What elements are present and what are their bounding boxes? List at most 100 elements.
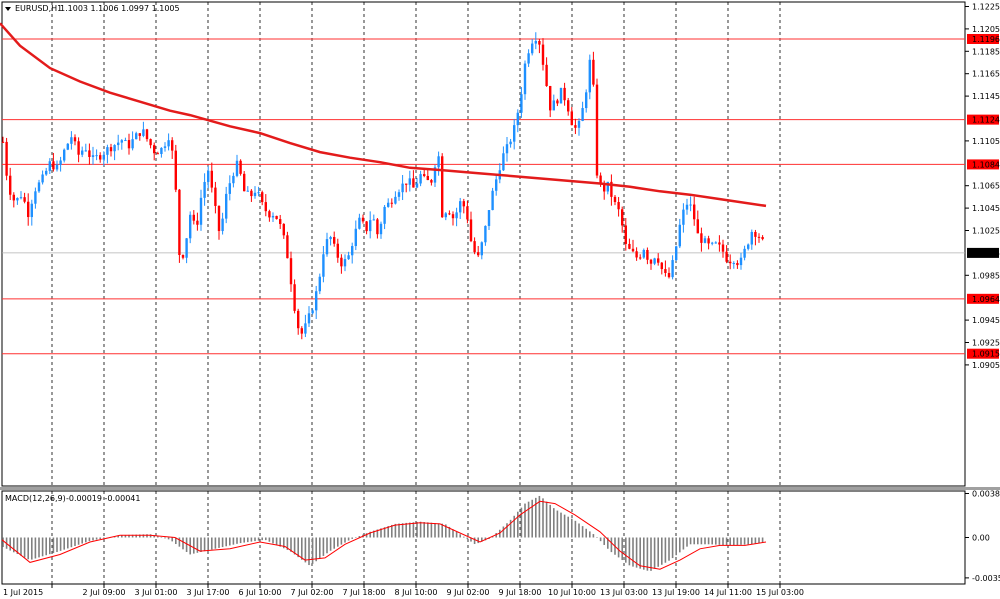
candle[interactable] — [171, 137, 174, 159]
candle[interactable] — [761, 235, 764, 241]
candle[interactable] — [520, 87, 523, 118]
candle[interactable] — [397, 189, 401, 201]
candle[interactable] — [361, 214, 365, 224]
candle[interactable] — [401, 175, 404, 201]
candle[interactable] — [516, 109, 519, 133]
candle[interactable] — [235, 154, 239, 178]
candle[interactable] — [268, 209, 271, 222]
candle[interactable] — [77, 137, 80, 163]
candle[interactable] — [149, 138, 152, 149]
candle[interactable] — [318, 273, 321, 295]
candle[interactable] — [372, 214, 375, 221]
candle[interactable] — [581, 101, 584, 122]
candle[interactable] — [95, 149, 98, 161]
candle[interactable] — [707, 235, 710, 250]
candle[interactable] — [469, 211, 473, 243]
candle[interactable] — [574, 118, 577, 135]
candle[interactable] — [696, 210, 699, 234]
candle[interactable] — [531, 38, 534, 56]
candle[interactable] — [196, 212, 199, 231]
candle[interactable] — [232, 172, 235, 188]
level-price-tag[interactable]: 1.1196 — [967, 33, 1000, 44]
candle[interactable] — [667, 267, 671, 279]
candle[interactable] — [279, 214, 282, 229]
candle[interactable] — [23, 192, 26, 204]
candle[interactable] — [340, 254, 343, 274]
candle[interactable] — [495, 175, 498, 196]
candle[interactable] — [693, 196, 696, 226]
candle[interactable] — [682, 203, 685, 233]
candle[interactable] — [527, 49, 530, 67]
candle[interactable] — [275, 215, 278, 220]
current-price-tag[interactable]: 1.1005 — [967, 247, 1000, 258]
candle[interactable] — [19, 191, 23, 200]
candle[interactable] — [59, 156, 62, 172]
candle[interactable] — [664, 260, 667, 277]
candle[interactable] — [466, 200, 469, 224]
candle[interactable] — [156, 151, 159, 155]
candle[interactable] — [16, 197, 19, 205]
candle[interactable] — [174, 144, 177, 193]
candle[interactable] — [441, 153, 444, 218]
collapse-icon[interactable] — [5, 7, 11, 11]
candle[interactable] — [358, 213, 361, 230]
candle[interactable] — [163, 142, 167, 152]
candle[interactable] — [484, 225, 487, 246]
candle[interactable] — [286, 231, 289, 259]
candle[interactable] — [52, 152, 55, 172]
candle[interactable] — [48, 158, 51, 174]
candle[interactable] — [415, 177, 419, 189]
candle[interactable] — [99, 152, 102, 163]
candle[interactable] — [394, 191, 397, 205]
candle[interactable] — [685, 198, 689, 215]
pane-separator[interactable] — [0, 487, 1000, 490]
candle[interactable] — [153, 142, 156, 161]
candle[interactable] — [567, 97, 570, 116]
candle[interactable] — [160, 147, 163, 158]
candle[interactable] — [642, 248, 645, 259]
candle[interactable] — [635, 247, 638, 261]
candle[interactable] — [135, 131, 138, 140]
candle[interactable] — [333, 231, 336, 247]
candle[interactable] — [167, 133, 170, 151]
candle[interactable] — [660, 261, 663, 275]
candle[interactable] — [297, 308, 300, 335]
candle[interactable] — [192, 210, 195, 225]
candle[interactable] — [181, 254, 185, 260]
candle[interactable] — [347, 251, 350, 260]
candle[interactable] — [253, 186, 257, 199]
candle[interactable] — [91, 146, 95, 165]
candle[interactable] — [9, 167, 12, 201]
candle[interactable] — [88, 143, 91, 165]
candle[interactable] — [354, 220, 357, 251]
candle[interactable] — [408, 170, 411, 192]
candle[interactable] — [282, 223, 285, 239]
candle[interactable] — [81, 146, 84, 158]
candle[interactable] — [113, 144, 116, 161]
candle[interactable] — [145, 128, 149, 142]
candle[interactable] — [322, 246, 325, 283]
candle[interactable] — [304, 314, 307, 338]
candle[interactable] — [624, 217, 627, 251]
candle[interactable] — [365, 220, 368, 235]
candle[interactable] — [502, 146, 505, 171]
candle[interactable] — [336, 238, 339, 263]
candle[interactable] — [246, 186, 249, 192]
candle[interactable] — [473, 237, 476, 255]
candle[interactable] — [12, 192, 15, 208]
candle[interactable] — [657, 253, 660, 266]
candle[interactable] — [628, 238, 631, 250]
candle[interactable] — [549, 85, 552, 118]
candle[interactable] — [217, 205, 221, 240]
candle[interactable] — [131, 131, 134, 151]
candle[interactable] — [5, 137, 8, 181]
candle[interactable] — [487, 210, 491, 230]
candle[interactable] — [743, 245, 746, 261]
candle[interactable] — [754, 229, 757, 246]
candle[interactable] — [455, 207, 458, 227]
candle[interactable] — [671, 255, 674, 280]
level-price-tag[interactable]: 1.1084 — [967, 159, 1000, 170]
candle[interactable] — [271, 212, 275, 222]
candle[interactable] — [203, 173, 206, 206]
